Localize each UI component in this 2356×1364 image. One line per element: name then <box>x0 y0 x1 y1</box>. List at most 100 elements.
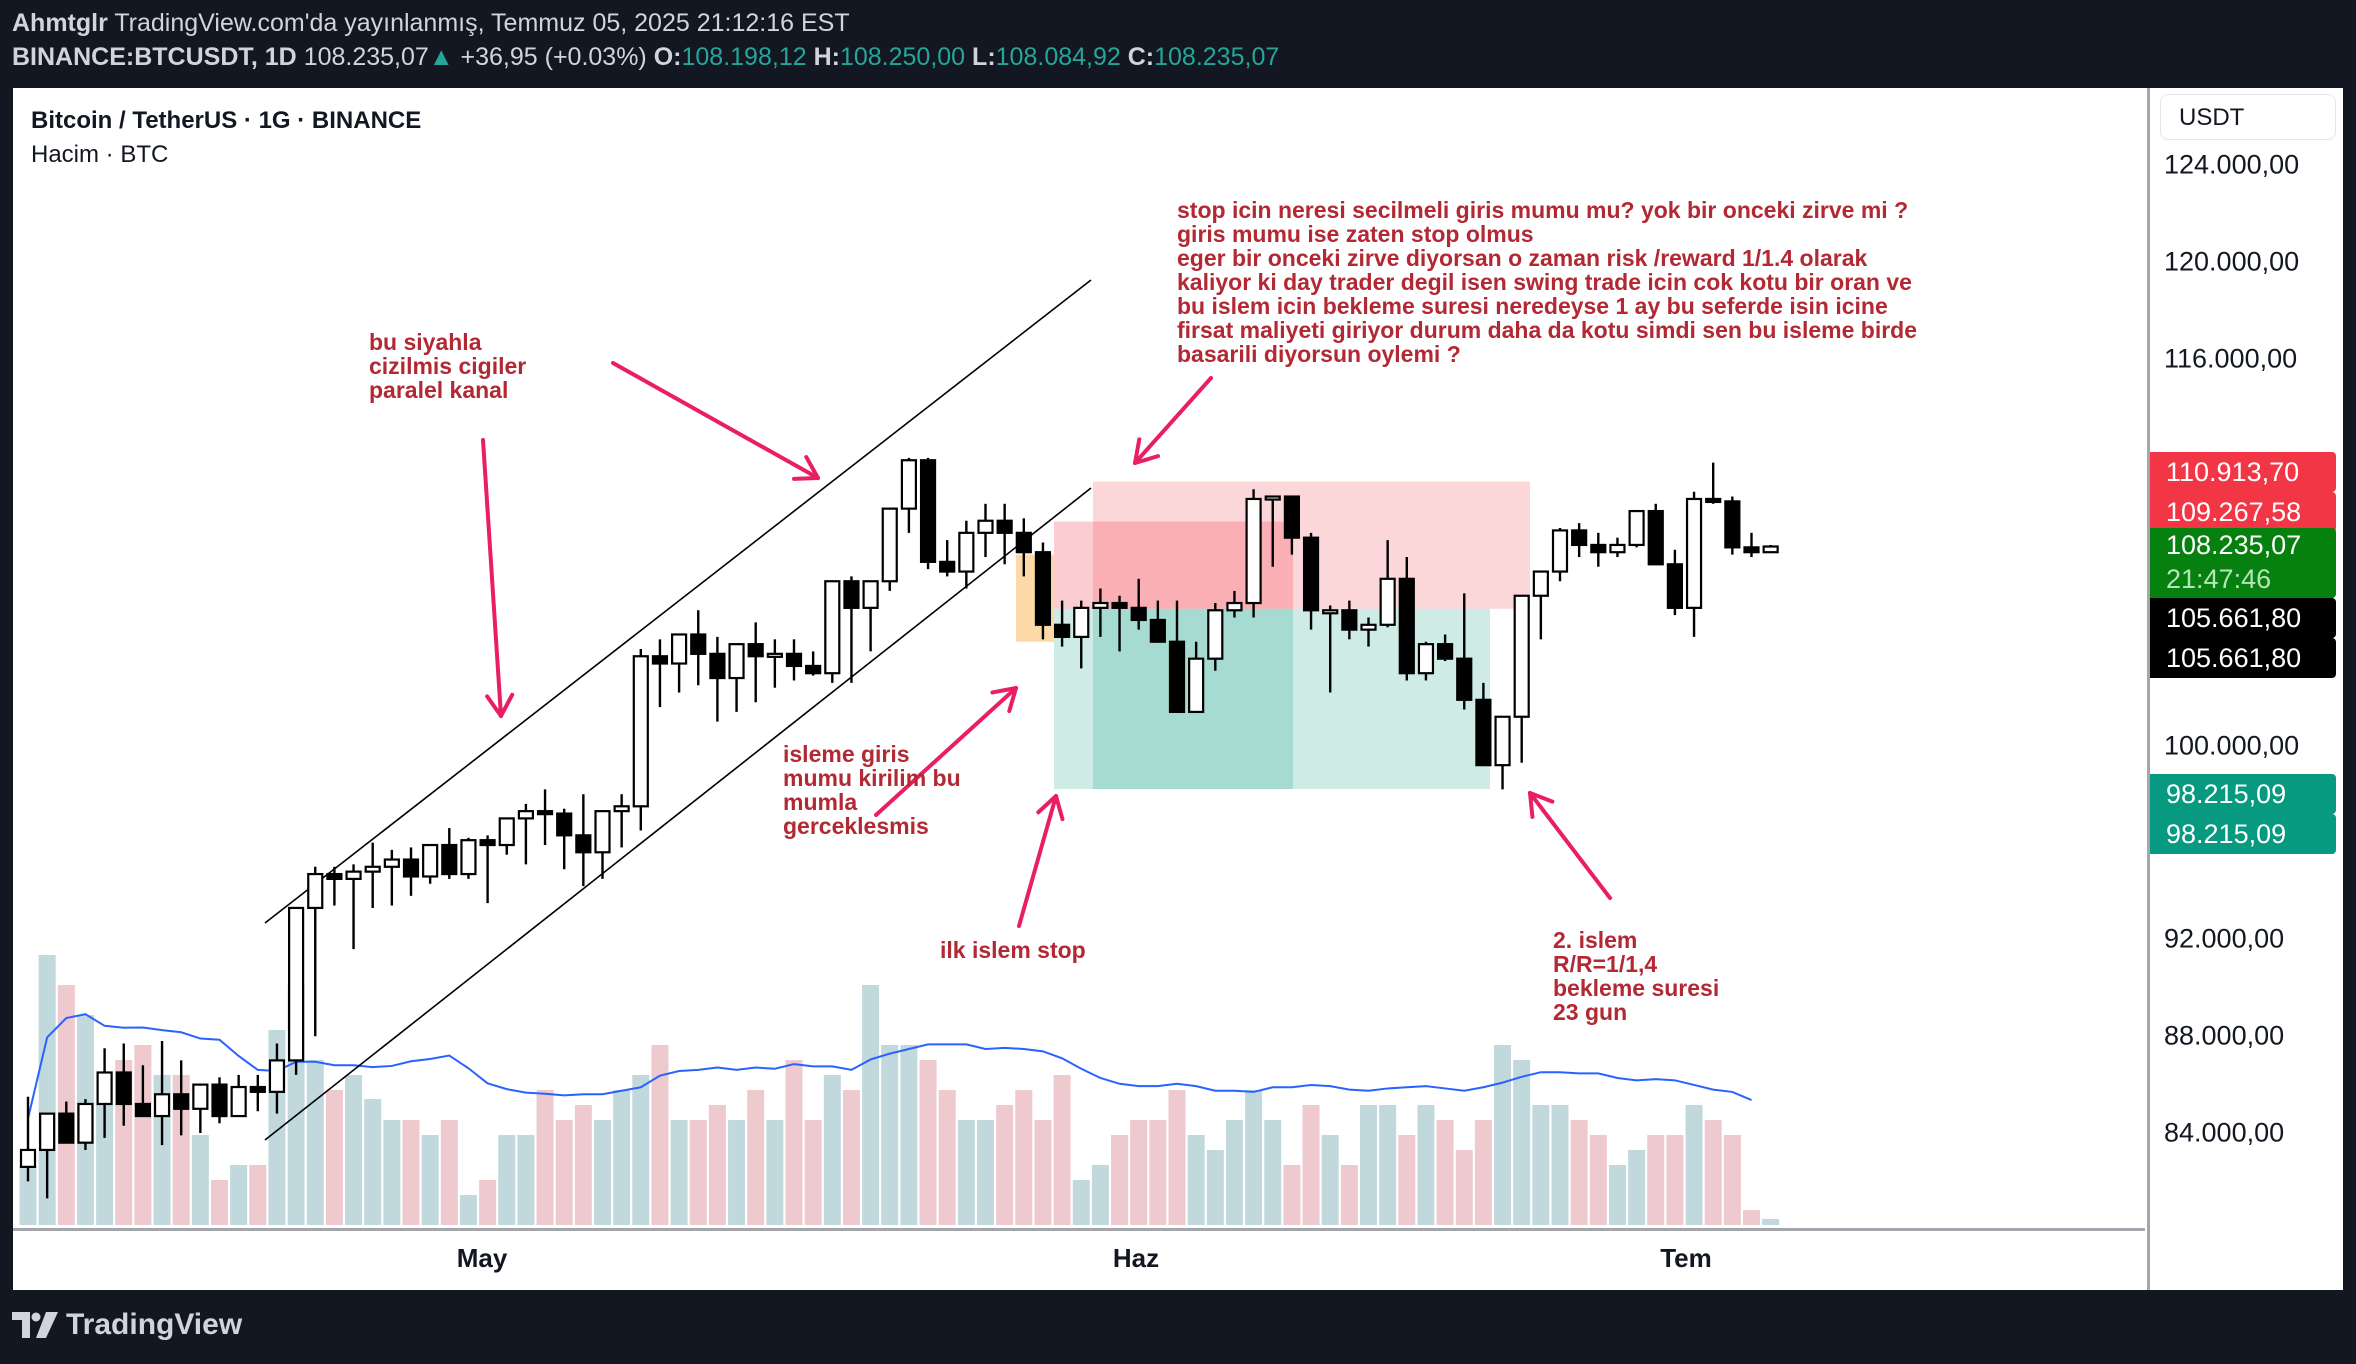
volume-bar <box>1647 1135 1665 1225</box>
volume-bar <box>1168 1090 1186 1225</box>
candle-down <box>326 872 343 880</box>
volume-bar <box>996 1105 1014 1225</box>
volume-bar <box>1340 1165 1358 1225</box>
volume-bar <box>1111 1135 1129 1225</box>
price-tick: 84.000,00 <box>2164 1117 2285 1148</box>
annotation-entry[interactable]: isleme giris mumu kirilim bu mumla gerce… <box>783 741 961 839</box>
arrow-to-entry-candle-icon-head <box>1007 686 1018 714</box>
candle-up <box>1207 609 1224 660</box>
time-scale[interactable]: May Haz Tem <box>13 1228 2145 1293</box>
volume-bar <box>594 1120 611 1225</box>
arrow-to-second-trade-icon-head <box>1528 791 1555 804</box>
volume-legend[interactable]: Hacim · BTC <box>31 141 169 168</box>
chart-title[interactable]: Bitcoin / TetherUS · 1G · BINANCE <box>31 107 422 134</box>
price-tick: 88.000,00 <box>2164 1020 2285 1051</box>
volume-bar <box>402 1120 420 1225</box>
candle-down <box>134 1102 152 1118</box>
annotation-question[interactable]: stop icin neresi secilmeli giris mumu mu… <box>1177 197 1918 367</box>
candle-down <box>805 664 822 675</box>
candle-down <box>1149 618 1166 643</box>
annotation-channel[interactable]: bu siyahla cizilmis cigiler paralel kana… <box>369 329 527 403</box>
candle-up <box>498 817 515 847</box>
volume-bar <box>1187 1135 1205 1225</box>
candle-up <box>958 531 975 573</box>
candle-up <box>1628 509 1645 547</box>
volume-bar <box>1570 1120 1588 1225</box>
price-tick: 116.000,00 <box>2164 343 2298 374</box>
volume-bar <box>498 1135 516 1225</box>
symbol: BINANCE:BTCUSDT, 1D <box>12 43 297 71</box>
volume-bar <box>1513 1060 1531 1225</box>
currency-button[interactable]: USDT <box>2160 94 2336 140</box>
candle-up <box>1551 529 1569 573</box>
time-label-tem: Tem <box>1660 1243 1712 1273</box>
annotation-second-trade[interactable]: 2. islem R/R=1/1,4 bekleme suresi 23 gun <box>1553 927 1720 1025</box>
close-label: C: <box>1127 43 1155 71</box>
volume-bar <box>651 1045 669 1225</box>
candle-up <box>824 580 841 675</box>
up-triangle-icon: ▲ <box>428 43 454 71</box>
arrow-to-entry-candle-icon <box>874 686 1018 817</box>
candle-up <box>1513 594 1530 718</box>
candle-up <box>39 1112 56 1152</box>
candle-down <box>843 580 860 609</box>
candle-up <box>1494 715 1511 767</box>
volume-bar <box>900 1045 918 1225</box>
candle-down <box>211 1083 228 1118</box>
volume-bar <box>1494 1045 1512 1225</box>
volume-bar <box>728 1120 746 1225</box>
volume-bar <box>1206 1150 1224 1225</box>
price-label: 105.661,80 <box>2150 598 2336 638</box>
volume-bar <box>19 1165 37 1225</box>
volume-bar <box>1321 1135 1339 1225</box>
volume-bar <box>632 1075 650 1225</box>
volume-bar <box>383 1120 401 1225</box>
price-scale[interactable]: USDT 124.000,00 120.000,00 116.000,00 100.0… <box>2147 88 2346 1290</box>
volume-bar <box>1723 1135 1741 1225</box>
volume-bar <box>306 1060 324 1225</box>
candle-up <box>1226 601 1243 612</box>
candle-down <box>536 810 554 816</box>
volume-bar <box>804 1120 822 1225</box>
candle-down <box>1130 606 1147 622</box>
low-value: 108.084,92 <box>995 43 1121 71</box>
volume-bar <box>1379 1105 1397 1225</box>
volume-bar <box>862 985 880 1225</box>
candle-up <box>1685 497 1703 609</box>
candle-down <box>996 519 1013 534</box>
volume-bar <box>1302 1105 1320 1225</box>
candle-up <box>383 858 400 868</box>
volume-bar <box>1628 1150 1646 1225</box>
volume-bar <box>842 1090 860 1225</box>
candle-down <box>1475 698 1492 767</box>
arrow-to-stop-zone-icon-head <box>1133 437 1142 465</box>
price-tick: 92.000,00 <box>2164 923 2285 954</box>
candle-down <box>919 459 937 563</box>
candle-up <box>19 1148 37 1168</box>
logo-text: TradingView <box>66 1308 243 1341</box>
high-value: 108.250,00 <box>839 43 966 71</box>
candle-up <box>96 1071 113 1106</box>
volume-bar <box>1666 1135 1684 1225</box>
candle-down <box>747 643 764 658</box>
price-label: 108.235,07 21:47:46 <box>2150 528 2336 598</box>
volume-bar <box>1072 1180 1090 1225</box>
high-label: H: <box>813 43 840 71</box>
candle-up <box>1379 577 1396 626</box>
candle-down <box>1590 543 1607 554</box>
chart-legend: Bitcoin / TetherUS · 1G · BINANCE Hacim … <box>31 104 421 172</box>
author-name[interactable]: Ahmtglr <box>12 9 108 37</box>
volume-bar <box>440 1120 458 1225</box>
volume-bar <box>1743 1210 1760 1225</box>
volume-bar <box>517 1135 535 1225</box>
candle-down <box>785 652 803 668</box>
volume-bar <box>479 1180 497 1225</box>
tradingview-logo[interactable]: TradingView <box>12 1308 242 1342</box>
arrow-to-entry-candle-icon-head <box>990 686 1018 695</box>
volume-bar <box>1762 1219 1780 1225</box>
volume-bar <box>1436 1120 1454 1225</box>
annotation-stop[interactable]: ilk islem stop <box>940 937 1086 963</box>
chart-plot-area[interactable]: Bitcoin / TetherUS · 1G · BINANCE Hacim … <box>13 88 2145 1228</box>
volume-bar <box>1360 1105 1377 1225</box>
candlestick-chart[interactable] <box>13 88 2145 1228</box>
